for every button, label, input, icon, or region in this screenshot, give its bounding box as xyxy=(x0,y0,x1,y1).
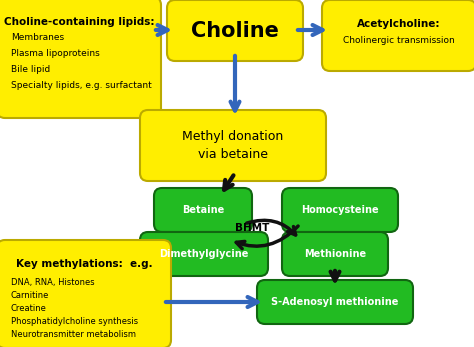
FancyBboxPatch shape xyxy=(140,232,268,276)
Text: Carnitine: Carnitine xyxy=(11,291,49,300)
Text: Choline: Choline xyxy=(191,20,279,41)
Text: S-Adenosyl methionine: S-Adenosyl methionine xyxy=(271,297,399,307)
Text: Bile lipid: Bile lipid xyxy=(11,65,50,74)
FancyBboxPatch shape xyxy=(282,188,398,232)
Text: BHMT: BHMT xyxy=(235,223,269,233)
Text: Creatine: Creatine xyxy=(11,304,47,313)
Text: Neurotransmitter metabolism: Neurotransmitter metabolism xyxy=(11,330,136,339)
FancyBboxPatch shape xyxy=(282,232,388,276)
Text: Cholinergic transmission: Cholinergic transmission xyxy=(343,36,455,45)
Text: Methyl donation
via betaine: Methyl donation via betaine xyxy=(182,130,283,161)
FancyBboxPatch shape xyxy=(140,110,326,181)
Text: Acetylcholine:: Acetylcholine: xyxy=(357,19,441,29)
FancyBboxPatch shape xyxy=(167,0,303,61)
Text: Key methylations:  e.g.: Key methylations: e.g. xyxy=(16,259,152,269)
FancyBboxPatch shape xyxy=(154,188,252,232)
Text: Dimethylglycine: Dimethylglycine xyxy=(159,249,249,259)
Text: Plasma lipoproteins: Plasma lipoproteins xyxy=(11,49,100,58)
FancyBboxPatch shape xyxy=(322,0,474,71)
FancyBboxPatch shape xyxy=(257,280,413,324)
Text: Specialty lipids, e.g. surfactant: Specialty lipids, e.g. surfactant xyxy=(11,81,152,90)
Text: Betaine: Betaine xyxy=(182,205,224,215)
Text: Methionine: Methionine xyxy=(304,249,366,259)
FancyBboxPatch shape xyxy=(0,0,161,118)
Text: Membranes: Membranes xyxy=(11,33,64,42)
Text: Phosphatidylcholine synthesis: Phosphatidylcholine synthesis xyxy=(11,317,138,326)
FancyBboxPatch shape xyxy=(0,240,171,347)
Text: DNA, RNA, Histones: DNA, RNA, Histones xyxy=(11,278,95,287)
Text: Choline-containing lipids:: Choline-containing lipids: xyxy=(4,17,154,27)
Text: Homocysteine: Homocysteine xyxy=(301,205,379,215)
